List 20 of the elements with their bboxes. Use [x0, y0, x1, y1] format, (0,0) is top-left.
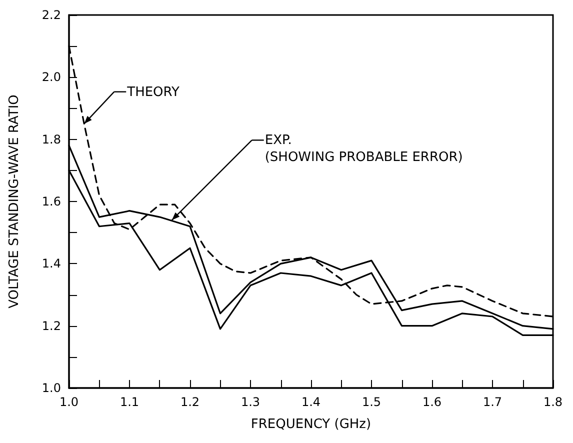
- y-tick-label: 2.2: [42, 8, 61, 22]
- y-axis-title: VOLTAGE STANDING-WAVE RATIO: [7, 94, 22, 308]
- x-tick-label: 1.0: [59, 395, 79, 409]
- annotation: EXP. (SHOWING PROBABLE ERROR): [264, 133, 463, 166]
- x-tick-label: 1.7: [482, 395, 502, 409]
- x-tick-label: 1.2: [180, 395, 200, 409]
- x-tick-label: 1.1: [120, 395, 140, 409]
- x-axis-title: FREQUENCY (GHz): [250, 417, 372, 432]
- x-tick-label: 1.4: [301, 395, 321, 409]
- annotation: THEORY: [126, 84, 180, 100]
- y-tick-label: 1.2: [42, 318, 61, 333]
- y-tick-label: 1.8: [42, 132, 61, 146]
- x-tick-label: 1.5: [362, 395, 382, 409]
- x-tick-label: 1.8: [543, 395, 563, 409]
- y-tick-label: 2.0: [42, 70, 61, 84]
- y-tick-label: 1.0: [42, 381, 61, 395]
- y-tick-label: 1.4: [42, 256, 61, 271]
- x-tick-label: 1.3: [240, 395, 260, 409]
- y-tick-label: 1.6: [42, 194, 61, 208]
- x-tick-label: 1.6: [422, 395, 442, 409]
